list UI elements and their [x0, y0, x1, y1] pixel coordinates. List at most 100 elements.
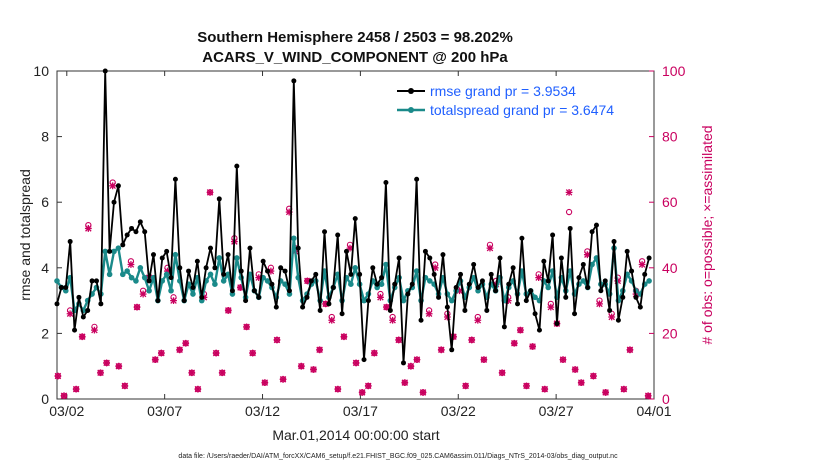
obs-assimilated-marker	[212, 349, 220, 357]
y-axis-right: 0 20 40 60 80 100	[649, 63, 686, 407]
rmse-point	[374, 281, 380, 287]
obs-assimilated-marker	[559, 356, 567, 364]
obs-possible-marker	[565, 208, 573, 216]
rmse-point	[545, 278, 551, 284]
rmse-point	[234, 163, 240, 169]
rmse-point	[550, 232, 556, 238]
totalspread-point	[128, 274, 135, 281]
rmse-point	[580, 262, 586, 268]
obs-assimilated-marker	[352, 359, 360, 367]
totalspread-point	[216, 255, 223, 261]
rmse-point	[418, 317, 424, 323]
rmse-point	[515, 301, 521, 307]
obs-assimilated-marker	[109, 182, 117, 190]
rmse-point	[471, 262, 477, 268]
rmse-point	[365, 298, 371, 304]
obs-assimilated-marker	[395, 336, 403, 344]
totalspread-point	[234, 255, 240, 261]
rmse-point	[291, 78, 297, 84]
rmse-point	[611, 239, 617, 245]
rmse-point	[155, 298, 161, 304]
obs-assimilated-marker	[66, 310, 74, 318]
totalspread-line	[56, 237, 650, 312]
obs-assimilated-marker	[285, 208, 293, 216]
rmse-point	[422, 248, 428, 254]
totalspread-point	[133, 278, 139, 284]
x-tick-label: 03/27	[539, 403, 574, 419]
rmse-point	[265, 268, 271, 274]
rmse-point	[444, 304, 450, 310]
obs-assimilated-marker	[60, 392, 68, 400]
y-tick-label: 2	[41, 325, 49, 341]
totalspread-point	[220, 278, 227, 284]
totalspread-point	[383, 261, 389, 268]
legend-box	[391, 78, 651, 122]
obs-assimilated-marker	[474, 316, 482, 324]
rmse-point	[146, 278, 152, 284]
y-tick-label-right: 20	[662, 325, 678, 341]
obs-assimilated-marker	[535, 274, 543, 282]
rmse-point	[339, 311, 345, 317]
rmse-point	[317, 307, 323, 313]
obs-assimilated-marker	[91, 326, 98, 334]
totalspread-point	[264, 278, 271, 284]
rmse-point	[558, 255, 564, 261]
obs-assimilated-marker	[608, 313, 616, 321]
rmse-point	[98, 301, 104, 307]
obs-assimilated-marker	[565, 188, 573, 196]
obs-assimilated-marker	[541, 385, 549, 393]
rmse-point	[76, 294, 82, 300]
obs-assimilated-marker	[304, 277, 311, 285]
rmse-point	[137, 219, 143, 225]
rmse-point	[102, 68, 108, 74]
rmse-point	[80, 314, 86, 320]
legend-rmse-marker	[408, 88, 414, 94]
obs-assimilated-marker	[602, 389, 609, 396]
rmse-point	[532, 311, 538, 317]
rmse-point	[133, 229, 139, 235]
rmse-point	[405, 291, 411, 297]
y-axis-label: rmse and totalspread	[17, 169, 33, 301]
obs-assimilated-marker	[261, 379, 269, 386]
rmse-point	[409, 281, 415, 287]
obs-assimilated-marker	[127, 261, 135, 268]
rmse-point	[199, 294, 205, 300]
rmse-point	[295, 245, 301, 251]
rmse-point	[150, 252, 156, 258]
rmse-point	[633, 294, 639, 300]
rmse-point	[510, 265, 516, 271]
rmse-point	[58, 284, 64, 290]
rmse-point	[436, 294, 442, 300]
rmse-point	[107, 248, 113, 254]
rmse-point	[642, 271, 648, 277]
rmse-point	[466, 281, 472, 287]
rmse-point	[352, 216, 358, 222]
rmse-point	[304, 294, 310, 300]
obs-assimilated-marker	[431, 264, 439, 272]
totalspread-point	[163, 271, 170, 278]
rmse-point	[142, 229, 148, 235]
rmse-point	[431, 271, 437, 277]
totalspread-point	[146, 287, 152, 294]
rmse-point	[194, 258, 200, 264]
x-tick-label: 04/01	[636, 403, 671, 419]
rmse-point	[536, 327, 542, 333]
totalspread-point	[137, 265, 144, 271]
x-tick-label: 03/12	[245, 403, 280, 419]
totalspread-point	[545, 284, 552, 291]
totalspread-point	[448, 297, 455, 304]
totalspread-point	[532, 294, 538, 301]
obs-assimilated-marker	[462, 382, 470, 390]
rmse-point	[440, 252, 446, 258]
x-tick-label: 03/02	[49, 403, 84, 419]
totalspread-point	[115, 245, 122, 251]
totalspread-point	[282, 281, 288, 288]
rmse-point	[361, 357, 367, 363]
rmse-point	[572, 311, 578, 317]
legend: rmse grand pr = 3.9534 totalspread grand…	[391, 78, 651, 122]
totalspread-point	[141, 274, 148, 281]
rmse-point	[208, 245, 214, 251]
y-tick-label-right: 60	[662, 194, 678, 210]
rmse-point	[519, 235, 525, 241]
rmse-point	[93, 278, 99, 284]
